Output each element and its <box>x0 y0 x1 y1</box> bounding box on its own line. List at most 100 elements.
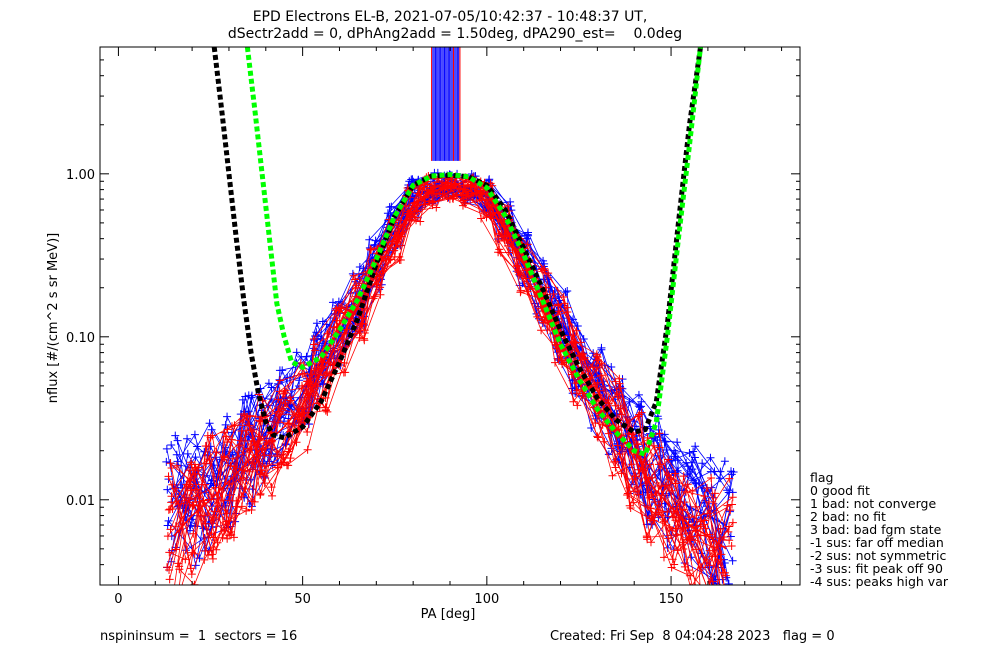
trace-point <box>206 490 215 499</box>
trace-point <box>671 516 680 525</box>
trace-point <box>310 366 319 375</box>
trace-point <box>369 294 378 303</box>
trace-point <box>213 538 222 547</box>
trace-point <box>597 345 606 354</box>
trace-point <box>167 492 176 501</box>
trace-point <box>241 392 250 401</box>
trace-point <box>355 263 364 272</box>
trace-point <box>554 354 563 363</box>
trace-point <box>611 457 620 466</box>
trace-point <box>576 338 585 347</box>
x-tick-label: 50 <box>294 592 311 607</box>
fit-curve <box>244 47 704 458</box>
trace-point <box>679 505 688 514</box>
trace-point <box>689 586 697 594</box>
trace-point <box>204 551 213 560</box>
trace-point <box>570 338 579 347</box>
trace-point <box>635 410 644 419</box>
trace-line <box>169 176 721 585</box>
trace-point <box>162 444 171 453</box>
trace-line <box>166 172 721 568</box>
trace-point <box>322 369 331 378</box>
trace-point <box>260 434 269 443</box>
trace-point <box>247 497 256 506</box>
trace-point <box>691 442 700 451</box>
trace-point <box>202 459 211 468</box>
trace-point <box>391 243 400 252</box>
trace-point <box>221 420 230 429</box>
trace-point <box>237 427 246 436</box>
trace-point <box>616 404 625 413</box>
trace-point <box>184 494 193 503</box>
trace-point <box>645 493 654 502</box>
trace-point <box>725 474 734 483</box>
trace-point <box>660 517 669 526</box>
trace-point <box>717 594 725 602</box>
trace-point <box>407 175 416 184</box>
trace-point <box>277 460 286 469</box>
trace-point <box>352 281 361 290</box>
trace-point <box>596 371 605 380</box>
trace-point <box>704 585 712 593</box>
x-tick-label: 0 <box>114 592 122 607</box>
trace-point <box>654 481 663 490</box>
trace-point <box>629 498 638 507</box>
trace-point <box>679 523 688 532</box>
trace-point <box>477 214 486 223</box>
trace-point <box>721 568 730 577</box>
trace-point <box>242 506 251 515</box>
trace-point <box>551 358 560 367</box>
trace-point <box>201 442 210 451</box>
trace-point <box>247 459 256 468</box>
trace-point <box>349 271 358 280</box>
trace-point <box>163 485 172 494</box>
y-tick-label: 1.00 <box>66 168 95 183</box>
trace-point <box>569 397 578 406</box>
trace-point <box>706 453 715 462</box>
legend-entry: -1 sus: far off median <box>810 535 944 550</box>
trace-point <box>710 489 719 498</box>
legend-entry: 0 good fit <box>810 483 870 498</box>
trace-point <box>728 493 737 502</box>
trace-line <box>177 178 721 585</box>
trace-point <box>573 401 582 410</box>
trace-point <box>405 177 414 186</box>
trace-point <box>183 434 192 443</box>
trace-point <box>723 501 732 510</box>
trace-point <box>727 467 736 476</box>
trace-point <box>191 453 200 462</box>
trace-point <box>168 480 177 489</box>
trace-point <box>167 464 176 473</box>
trace-point <box>673 438 682 447</box>
trace-point <box>664 455 673 464</box>
trace-point <box>256 490 265 499</box>
trace-point <box>716 588 724 596</box>
trace-point <box>185 466 194 475</box>
trace-point <box>549 290 558 299</box>
trace-point <box>311 346 320 355</box>
trace-point <box>162 457 171 466</box>
trace-point <box>716 597 724 605</box>
trace-point <box>588 363 597 372</box>
trace-point <box>323 407 332 416</box>
trace-point <box>187 570 196 579</box>
trace-point <box>236 441 245 450</box>
trace-point <box>663 507 672 516</box>
trace-point <box>183 449 192 458</box>
trace-point <box>703 483 712 492</box>
trace-point <box>613 441 622 450</box>
trace-point <box>727 470 736 479</box>
x-axis-label: PA [deg] <box>421 607 476 622</box>
trace-point <box>708 577 717 585</box>
trace-point <box>608 471 617 480</box>
trace-point <box>660 438 669 447</box>
trace-point <box>626 503 635 512</box>
trace-point <box>682 487 691 496</box>
y-tick-label: 0.10 <box>66 331 95 346</box>
trace-point <box>523 234 532 243</box>
trace-point <box>476 186 485 195</box>
trace-point <box>247 425 256 434</box>
trace-point <box>275 376 284 385</box>
footer-left: nspininsum = 1 sectors = 16 <box>100 629 297 644</box>
trace-line <box>171 178 723 580</box>
